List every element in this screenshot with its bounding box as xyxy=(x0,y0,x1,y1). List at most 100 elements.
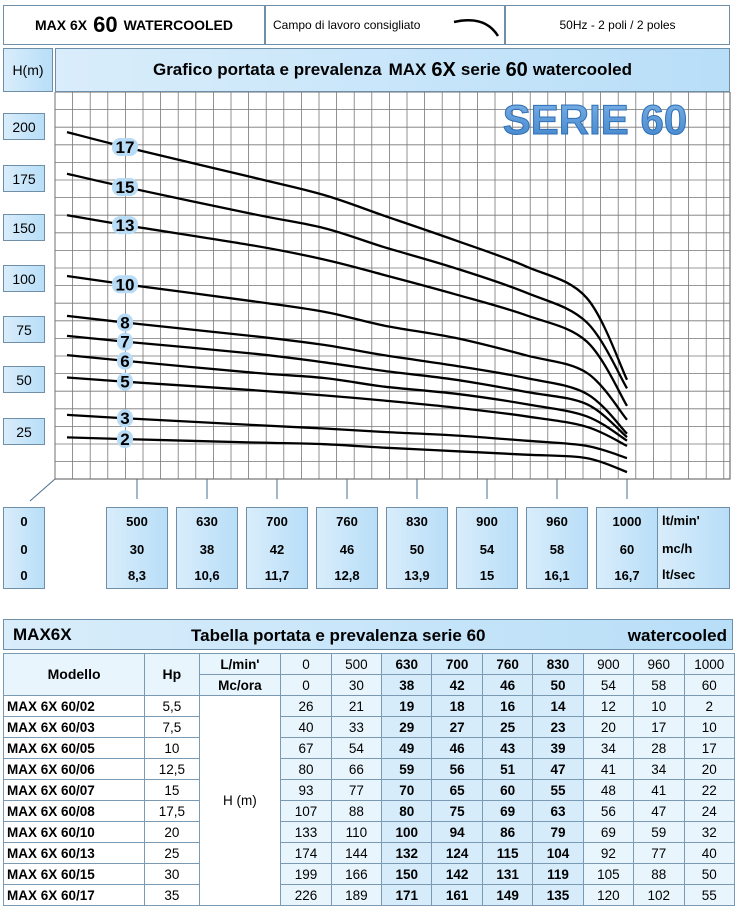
head-value-cell: 80 xyxy=(280,758,332,780)
head-value-cell: 24 xyxy=(683,800,735,822)
unit-lmin-label: L/min' xyxy=(198,653,282,675)
series-label-bg xyxy=(117,332,133,351)
head-value-cell: 131 xyxy=(481,863,534,885)
head-value-cell: 22 xyxy=(683,779,735,801)
head-value-cell: 34 xyxy=(582,737,635,759)
x-value: 1000 xyxy=(612,513,642,529)
head-value-cell: 80 xyxy=(381,800,433,822)
hp-cell: 35 xyxy=(144,884,200,906)
model-cell: MAX 6X 60/03 xyxy=(2,716,146,738)
head-value-cell: 79 xyxy=(532,821,584,843)
head-value-cell: 29 xyxy=(381,716,433,738)
series-label-bg xyxy=(117,313,133,332)
head-value-cell: 49 xyxy=(381,737,433,759)
head-value-cell: 144 xyxy=(330,842,383,864)
x-value: 54 xyxy=(479,541,495,557)
mcora-cell: 54 xyxy=(582,674,635,696)
head-value-cell: 94 xyxy=(431,821,483,843)
hp-cell: 17,5 xyxy=(144,800,200,822)
head-value-cell: 54 xyxy=(330,737,383,759)
frequency-text: 50Hz - 2 poli / 2 poles xyxy=(559,18,676,32)
mcora-cell: 42 xyxy=(431,674,483,696)
x-zero-value: 0 xyxy=(20,567,28,583)
x-zero-box xyxy=(3,507,45,589)
model-cell: MAX 6X 60/07 xyxy=(2,779,146,801)
series-curve-10 xyxy=(66,274,628,421)
x-value: 58 xyxy=(549,541,565,557)
head-value-cell: 16 xyxy=(481,695,534,717)
x-value: 30 xyxy=(129,541,145,557)
table-title: Tabella portata e prevalenza serie 60 xyxy=(191,626,486,645)
head-value-cell: 124 xyxy=(431,842,483,864)
head-value-cell: 107 xyxy=(280,800,332,822)
lmin-cell: 700 xyxy=(431,653,483,675)
lmin-cell: 900 xyxy=(582,653,635,675)
chart-title-prefix: Grafico portata e prevalenza xyxy=(152,60,382,79)
head-value-cell: 69 xyxy=(582,821,635,843)
recommended-range-box: Campo di lavoro consigliato xyxy=(265,5,505,45)
lmin-cell: 1000 xyxy=(683,653,735,675)
lmin-cell: 630 xyxy=(381,653,433,675)
table-row: MAX 6X 60/02 5,5 H (m) 26 21 19 18 16 14 12 10 2 xyxy=(2,695,735,906)
axis-corner-line xyxy=(29,478,56,502)
head-value-cell: 93 xyxy=(280,779,332,801)
series-curve-17 xyxy=(66,130,629,381)
head-value-cell: 149 xyxy=(481,884,534,906)
recommended-range-curve-icon xyxy=(453,19,500,37)
table-brand: MAX6X xyxy=(13,625,72,644)
lmin-cell: 830 xyxy=(532,653,584,675)
head-value-cell: 17 xyxy=(683,737,735,759)
table-row: MAX 6X 60/15 30 199 166 150 142 131 119 105 88 50 xyxy=(2,863,735,885)
x-value: 830 xyxy=(406,513,428,529)
head-value-cell: 10 xyxy=(633,695,685,717)
lmin-cell: 500 xyxy=(330,653,383,675)
y-tick-label: 150 xyxy=(3,214,45,241)
table-row: MAX 6X 60/07 15 93 77 70 65 60 55 48 41 22 xyxy=(2,779,735,801)
y-axis-unit-box: H(m) xyxy=(3,48,53,92)
head-value-cell: 88 xyxy=(633,863,685,885)
recommended-range-label: Campo di lavoro consigliato xyxy=(273,18,421,32)
x-value: 10,6 xyxy=(194,567,220,583)
x-value: 60 xyxy=(619,541,635,557)
head-value-cell: 77 xyxy=(330,779,383,801)
head-value-cell: 161 xyxy=(431,884,483,906)
x-column-box xyxy=(106,507,168,589)
series-label-bg xyxy=(112,137,138,156)
table-header-row-2: Mc/ora 0 30 38 42 46 50 54 58 60 xyxy=(4,674,735,696)
hp-cell: 7,5 xyxy=(144,716,200,738)
series-label-bg xyxy=(117,351,133,370)
x-value: 8,3 xyxy=(127,567,147,583)
hp-cell: 25 xyxy=(144,842,200,864)
head-value-cell: 67 xyxy=(280,737,332,759)
y-tick-label: 75 xyxy=(3,316,45,343)
head-value-cell: 189 xyxy=(330,884,383,906)
series-curve-15 xyxy=(66,172,628,389)
head-value-cell: 56 xyxy=(582,800,635,822)
x-column-box xyxy=(386,507,448,589)
head-value-cell: 88 xyxy=(330,800,383,822)
series-label: 7 xyxy=(120,333,129,352)
series-label: 5 xyxy=(120,373,129,392)
chart-title-model: MAX xyxy=(388,60,427,79)
table-row: MAX 6X 60/05 10 67 54 49 46 43 39 34 28 17 xyxy=(2,737,735,759)
series-curve-6 xyxy=(66,353,628,442)
head-value-cell: 166 xyxy=(330,863,383,885)
series-label: 13 xyxy=(116,216,135,235)
head-value-cell: 33 xyxy=(330,716,383,738)
x-value: 700 xyxy=(266,513,288,529)
col-header-model: Modello xyxy=(2,653,146,696)
table-row: MAX 6X 60/08 17,5 107 88 80 75 69 63 56 47 24 xyxy=(2,800,735,822)
head-value-cell: 69 xyxy=(481,800,534,822)
series-number: 60 xyxy=(93,12,118,37)
chart-title: Grafico portata e prevalenza MAX 6X seri… xyxy=(55,48,730,92)
head-value-cell: 50 xyxy=(683,863,735,885)
head-value-cell: 60 xyxy=(481,779,534,801)
head-value-cell: 41 xyxy=(633,779,685,801)
head-value-cell: 105 xyxy=(582,863,635,885)
head-value-cell: 21 xyxy=(330,695,383,717)
x-value: 500 xyxy=(126,513,148,529)
lmin-cell: 760 xyxy=(481,653,534,675)
model-cell: MAX 6X 60/17 xyxy=(2,884,146,906)
x-value: 11,7 xyxy=(264,567,290,583)
x-value: 12,8 xyxy=(334,567,360,583)
